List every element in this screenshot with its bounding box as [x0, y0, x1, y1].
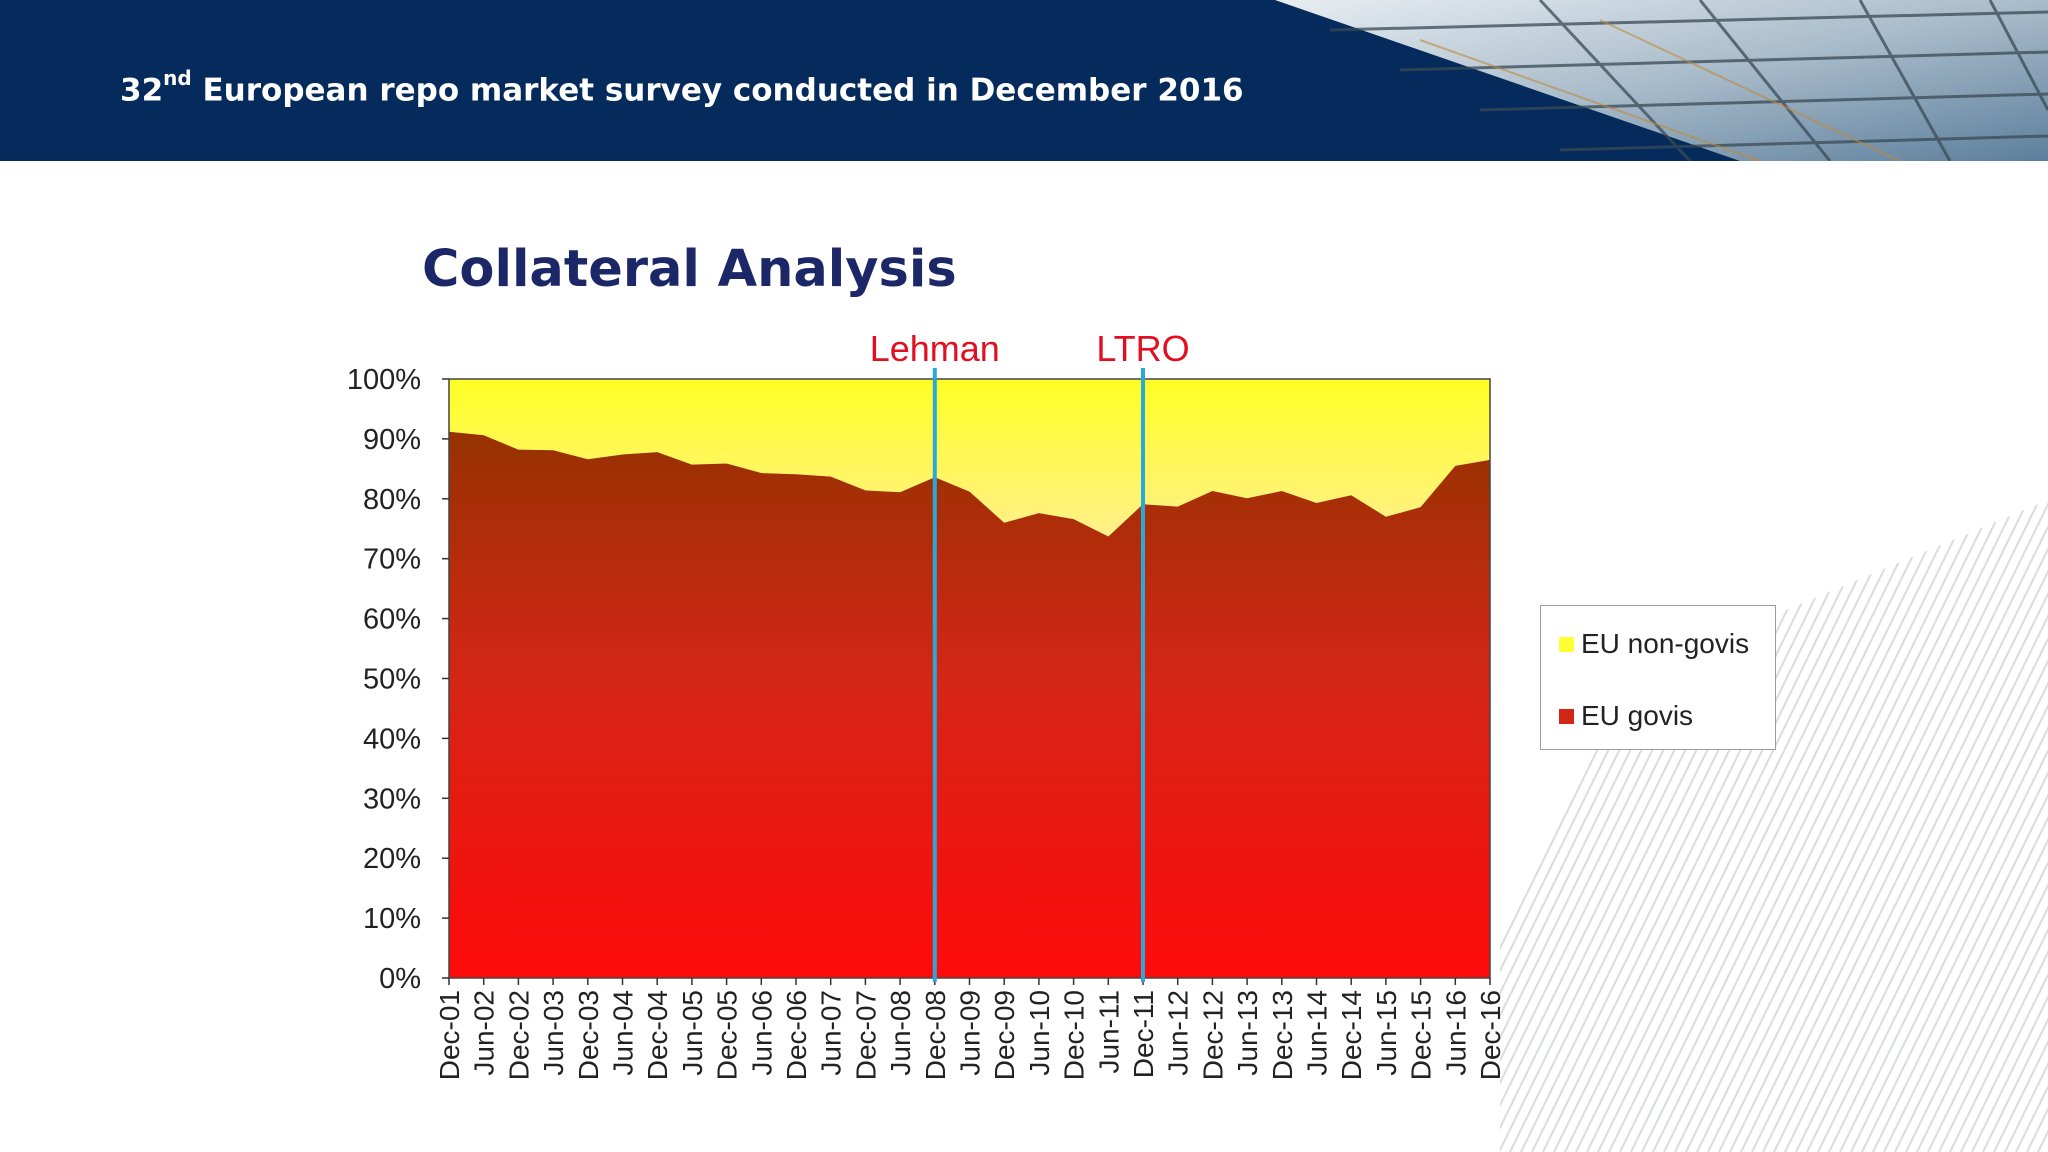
x-tick-label: Dec-10 — [1059, 990, 1090, 1080]
legend-swatch-eu-non-govis — [1559, 636, 1574, 652]
y-tick-label: 100% — [347, 364, 421, 396]
series-area-eu-govis — [449, 431, 1490, 978]
x-tick-label: Jun-10 — [1024, 990, 1055, 1076]
y-tick-label: 90% — [363, 424, 421, 456]
x-tick-label: Jun-05 — [677, 990, 708, 1076]
x-tick-label: Dec-06 — [781, 990, 812, 1080]
header-title: 32nd European repo market survey conduct… — [120, 66, 1244, 109]
x-tick-label: Dec-02 — [503, 990, 534, 1080]
legend-item-eu-non-govis: EU non-govis — [1559, 628, 1749, 660]
x-tick-label: Jun-08 — [885, 990, 916, 1076]
x-tick-label: Dec-15 — [1406, 990, 1437, 1080]
legend-item-eu-govis: EU govis — [1559, 700, 1693, 732]
x-tick-label: Dec-08 — [920, 990, 951, 1080]
x-tick-label: Dec-16 — [1475, 990, 1506, 1080]
slide-title: Collateral Analysis — [422, 240, 957, 299]
x-tick-label: Jun-13 — [1232, 990, 1263, 1076]
x-tick-label: Jun-11 — [1093, 990, 1124, 1074]
y-tick-label: 20% — [363, 843, 421, 875]
x-tick-label: Dec-09 — [989, 990, 1020, 1080]
header-bar: 32nd European repo market survey conduct… — [0, 0, 2048, 161]
x-tick-label: Jun-14 — [1302, 990, 1333, 1076]
series-area-eu-non-govis — [449, 379, 1490, 537]
legend-swatch-eu-govis — [1559, 708, 1574, 724]
x-tick-label: Dec-07 — [850, 990, 881, 1080]
x-tick-label: Jun-06 — [746, 990, 777, 1076]
y-tick-label: 0% — [379, 963, 421, 995]
y-tick-label: 10% — [363, 903, 421, 935]
x-tick-label: Dec-13 — [1267, 990, 1298, 1080]
legend-label-eu-non-govis: EU non-govis — [1581, 628, 1750, 659]
y-tick-label: 60% — [363, 604, 421, 636]
y-tick-label: 70% — [363, 544, 421, 576]
event-label-ltro: LTRO — [1096, 328, 1189, 369]
y-tick-label: 30% — [363, 783, 421, 815]
x-tick-label: Dec-03 — [573, 990, 604, 1080]
chart-legend: EU non-govis EU govis — [1540, 605, 1776, 750]
x-tick-label: Dec-05 — [712, 990, 743, 1080]
x-tick-label: Dec-04 — [642, 990, 673, 1080]
x-tick-label: Jun-09 — [955, 990, 986, 1076]
x-tick-label: Jun-04 — [608, 990, 639, 1076]
building-glass-image — [1275, 0, 2048, 161]
x-tick-label: Jun-15 — [1371, 990, 1402, 1076]
y-tick-label: 40% — [363, 723, 421, 755]
x-tick-label: Dec-14 — [1336, 990, 1367, 1080]
x-tick-label: Dec-11 — [1128, 990, 1159, 1078]
y-tick-label: 50% — [363, 664, 421, 696]
event-label-lehman: Lehman — [870, 328, 1000, 369]
x-tick-label: Jun-16 — [1440, 990, 1471, 1076]
x-tick-label: Jun-07 — [816, 990, 847, 1076]
y-tick-label: 80% — [363, 484, 421, 516]
x-tick-label: Jun-03 — [538, 990, 569, 1076]
x-tick-label: Jun-12 — [1163, 990, 1194, 1076]
legend-label-eu-govis: EU govis — [1581, 700, 1694, 731]
x-tick-label: Dec-12 — [1197, 990, 1228, 1080]
x-tick-label: Jun-02 — [469, 990, 500, 1076]
x-tick-label: Dec-01 — [434, 990, 465, 1080]
